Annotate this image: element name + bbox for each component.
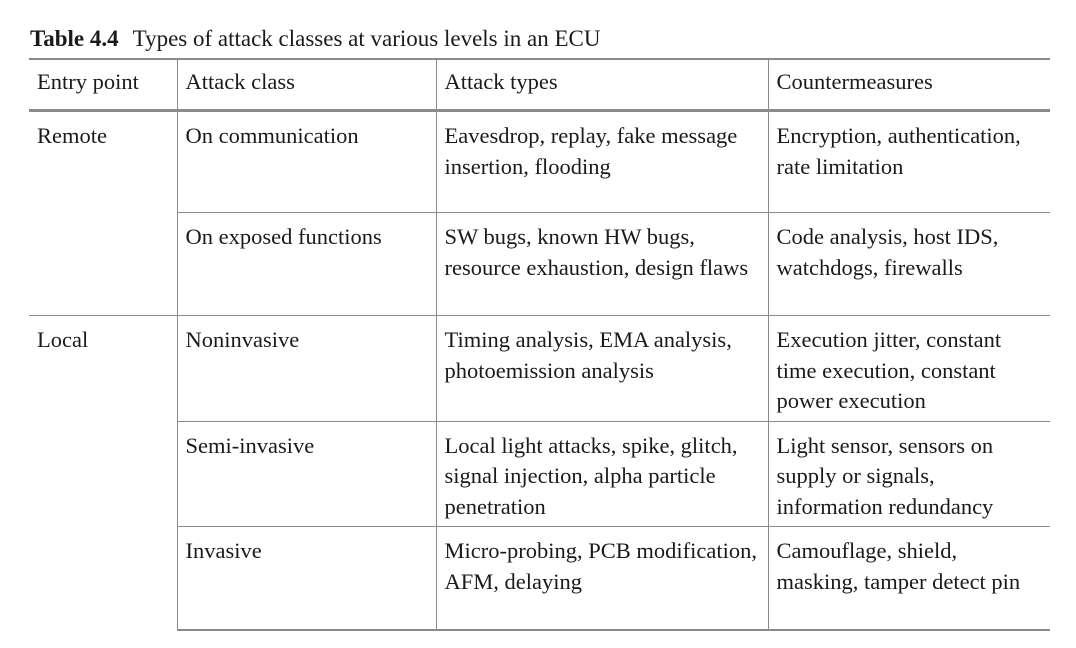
attack-class-cell: On communication [176,110,436,213]
table-row: Remote On communication Eavesdrop, repla… [29,110,1050,316]
attack-types-cell: SW bugs, known HW bugs, resource exhaust… [435,212,768,316]
header-entry-point: Entry point [37,69,139,94]
attack-class-cell: On exposed functions [176,212,436,316]
table-row: Invasive Micro-probing, PCB modification… [29,526,1050,631]
header-countermeasures: Countermeasures [767,59,1050,111]
countermeasures-cell: Light sensor, sensors on supply or signa… [767,420,1050,527]
countermeasures-cell: Execution jitter, constant time executio… [767,315,1050,421]
attack-classes-table: Entry point Attack class Attack types Co… [29,58,1050,631]
table-caption-label: Table 4.4 [30,26,119,51]
attack-types-cell: Timing analysis, EMA analysis, photoemis… [435,315,768,421]
table-row: Semi-invasive Local light attacks, spike… [29,420,1050,527]
attack-types-cell: Local light attacks, spike, glitch, sign… [435,420,768,527]
attack-types-cell: Eavesdrop, replay, fake message insertio… [435,110,768,213]
countermeasures-cell: Camouflage, shield, masking, tamper dete… [767,526,1050,631]
table-header-row: Entry point Attack class Attack types Co… [29,59,1050,111]
attack-types-cell: Micro-probing, PCB modification, AFM, de… [435,526,768,631]
attack-class-cell: Noninvasive [176,315,436,421]
attack-class-cell: Invasive [176,526,436,631]
table-row: Local Noninvasive Timing analysis, EMA a… [29,315,1050,630]
header-attack-types: Attack types [435,59,768,111]
table-caption-title: Types of attack classes at various level… [132,26,601,51]
attack-class-cell: Semi-invasive [176,420,436,527]
countermeasures-cell: Code analysis, host IDS, watchdogs, fire… [767,212,1050,316]
attack-classes-table-wrapper: Entry point Attack class Attack types Co… [29,58,1050,631]
countermeasures-cell: Encryption, authentication, rate limitat… [767,110,1050,213]
entry-point-cell: Local [29,315,177,630]
table-caption: Table 4.4 Types of attack classes at vari… [30,24,600,54]
table-row: On exposed functions SW bugs, known HW b… [29,212,1050,316]
header-attack-class: Attack class [176,59,436,111]
entry-point-cell: Remote [29,110,177,316]
